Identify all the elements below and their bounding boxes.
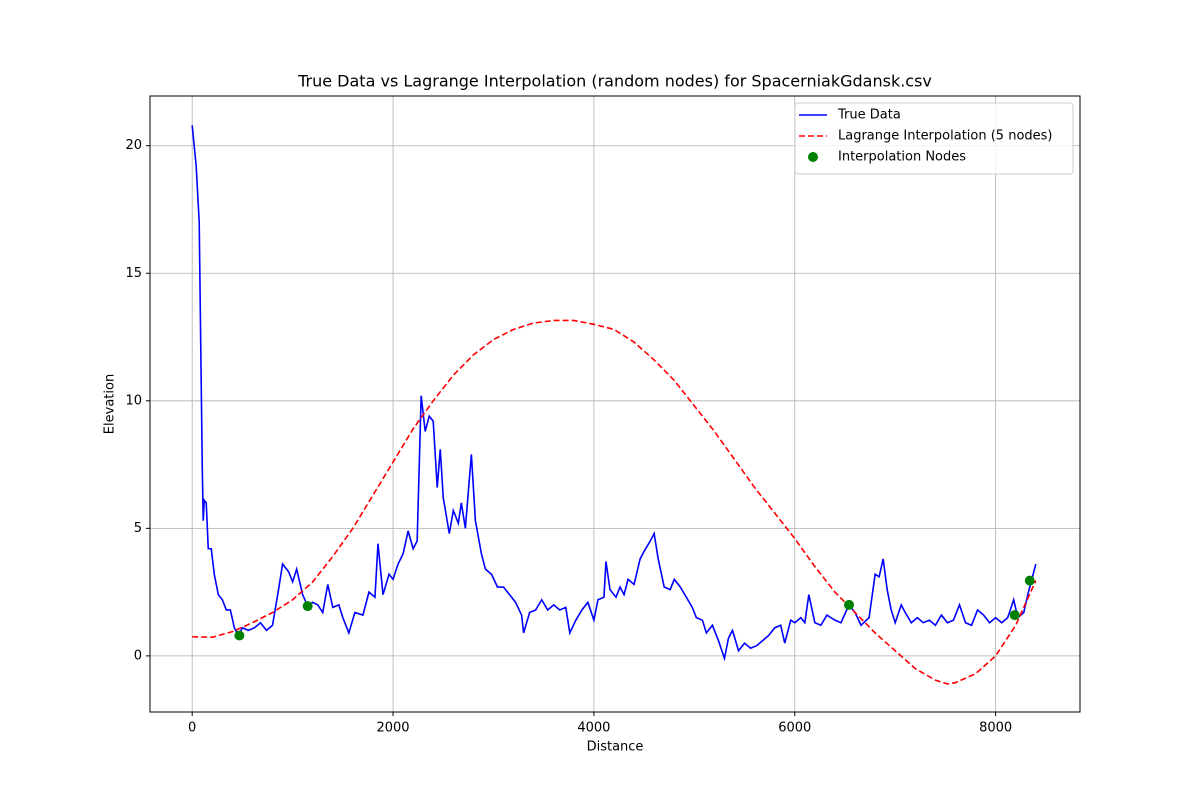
x-tick-label: 6000 [778,721,811,736]
x-tick-label: 8000 [979,721,1012,736]
legend-marker [808,152,818,162]
data-line [191,125,1037,662]
chart-title: True Data vs Lagrange Interpolation (ran… [297,72,932,91]
y-tick-label: 10 [125,393,142,408]
legend-label: Lagrange Interpolation (5 nodes) [838,129,1053,144]
legend-label: Interpolation Nodes [838,150,966,165]
data-point [234,630,245,641]
x-tick-label: 4000 [577,721,610,736]
y-tick-label: 20 [125,138,142,153]
y-tick-label: 0 [134,648,142,663]
data-point [1024,575,1035,586]
y-axis-label: Elevation [103,374,118,434]
data-line [192,319,1037,685]
x-axis-label: Distance [587,740,644,755]
legend-label: True Data [837,108,901,123]
legend-box [794,102,1074,175]
y-tick-label: 5 [134,521,142,536]
data-point [844,599,855,610]
x-tick-label: 2000 [376,721,409,736]
x-tick-label: 0 [188,721,196,736]
plot-frame [149,95,1081,713]
y-tick-label: 15 [125,266,142,281]
data-point [1009,610,1020,621]
data-point [302,601,313,612]
